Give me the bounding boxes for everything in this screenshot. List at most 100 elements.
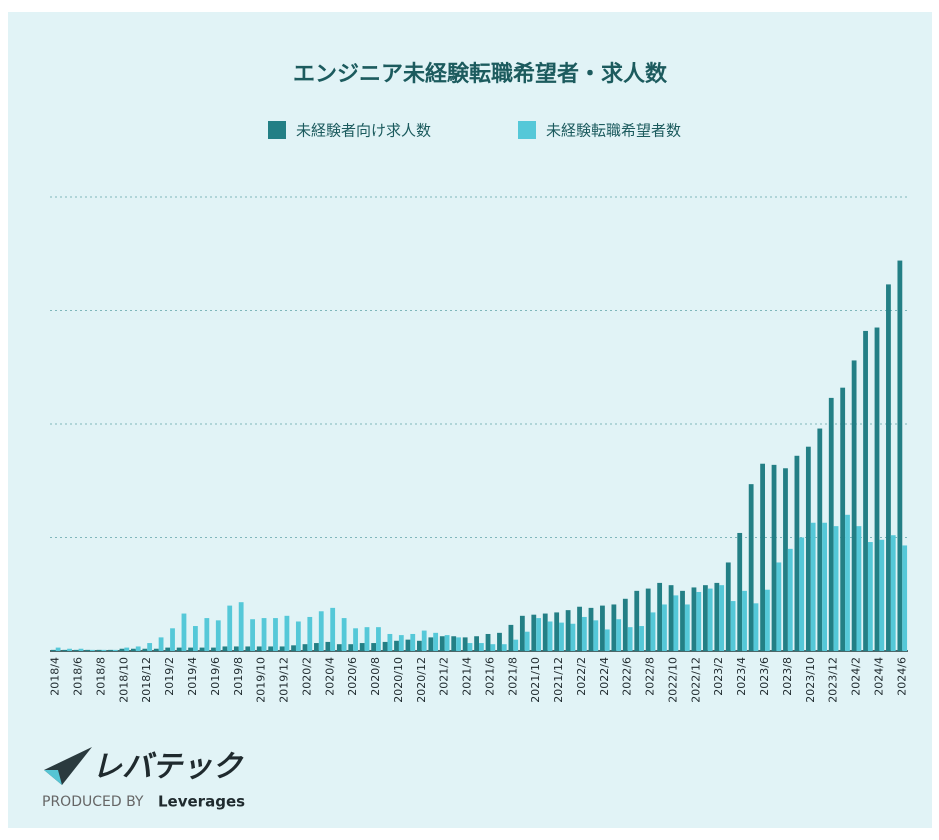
bar — [485, 633, 491, 651]
bar — [462, 637, 468, 651]
bar — [840, 387, 846, 651]
bar — [810, 522, 816, 651]
bar — [577, 606, 582, 651]
bar — [199, 647, 205, 651]
bar — [325, 641, 331, 651]
x-tick-label: 2018/8 — [94, 657, 107, 696]
x-tick-label: 2023/4 — [735, 657, 748, 696]
logo-name: レバテック — [92, 750, 244, 785]
bar — [359, 643, 365, 651]
bar — [108, 649, 113, 651]
x-tick-label: 2021/8 — [506, 657, 519, 696]
x-tick-label: 2019/12 — [278, 657, 291, 703]
bar — [588, 607, 594, 651]
bar — [890, 535, 896, 651]
bar — [341, 618, 347, 651]
bar — [805, 446, 811, 651]
bar — [273, 618, 278, 651]
bar — [245, 646, 251, 651]
chart-title: エンジニア未経験転職希望者・求人数 — [293, 61, 668, 87]
bar — [302, 644, 308, 651]
bar — [353, 628, 358, 651]
bar — [760, 463, 765, 651]
bar — [542, 613, 548, 651]
legend-label: 未経験転職希望者数 — [546, 122, 681, 140]
bar — [508, 624, 514, 651]
bar — [737, 532, 743, 651]
bar — [863, 330, 868, 651]
x-tick-label: 2020/6 — [346, 657, 359, 696]
bar — [547, 621, 553, 651]
bar — [451, 636, 457, 651]
bar — [193, 626, 198, 651]
bar — [376, 627, 381, 651]
bar — [730, 601, 736, 651]
bar — [398, 635, 404, 651]
x-tick-label: 2020/10 — [392, 657, 405, 703]
bar — [387, 633, 393, 651]
bar — [78, 648, 84, 651]
bar — [112, 649, 118, 651]
x-tick-label: 2023/10 — [804, 657, 817, 703]
bar — [318, 611, 324, 651]
bar — [622, 598, 628, 651]
x-tick-label: 2021/10 — [529, 657, 542, 703]
x-tick-label: 2020/12 — [415, 657, 428, 703]
bar — [371, 643, 377, 651]
bar — [604, 629, 610, 651]
bar — [748, 484, 754, 651]
bar — [474, 636, 479, 651]
bar — [307, 616, 313, 651]
legend-swatch — [518, 121, 536, 139]
bar — [725, 562, 731, 651]
bar — [680, 590, 685, 651]
bar — [124, 647, 130, 651]
bar — [55, 647, 61, 651]
bar — [165, 647, 171, 651]
bar — [67, 648, 72, 651]
bar — [776, 562, 782, 651]
bar — [268, 646, 274, 651]
bar — [314, 643, 319, 651]
bar — [611, 604, 617, 651]
bar — [96, 649, 102, 651]
legend-label: 未経験者向け求人数 — [296, 122, 431, 140]
bar — [73, 649, 79, 651]
bar — [119, 648, 125, 651]
bar — [256, 646, 262, 651]
x-tick-label: 2023/2 — [712, 657, 725, 696]
bar — [410, 633, 416, 651]
x-tick-label: 2021/4 — [461, 657, 474, 696]
bar — [657, 582, 663, 651]
bar — [531, 614, 537, 651]
x-tick-label: 2024/6 — [895, 657, 908, 696]
bar — [188, 647, 193, 651]
bar — [261, 618, 267, 651]
bar — [479, 643, 484, 651]
bar — [330, 607, 336, 651]
x-tick-label: 2018/10 — [117, 657, 130, 703]
bar — [856, 526, 862, 651]
bar — [336, 644, 342, 651]
bar — [645, 588, 651, 651]
bar — [444, 635, 450, 651]
bar — [787, 548, 793, 651]
bar — [794, 455, 800, 651]
x-tick-label: 2019/8 — [232, 657, 245, 696]
x-tick-label: 2018/4 — [49, 657, 62, 696]
bar — [421, 630, 427, 651]
bar — [634, 590, 640, 651]
x-tick-label: 2022/2 — [575, 657, 588, 696]
x-tick-label: 2018/12 — [140, 657, 153, 703]
bar — [783, 468, 788, 651]
bar — [867, 542, 873, 651]
bar — [662, 604, 667, 651]
bar — [833, 526, 839, 651]
bar — [696, 591, 702, 651]
x-tick-label: 2022/6 — [621, 657, 634, 696]
bar — [593, 620, 599, 651]
bar — [765, 589, 770, 651]
bar — [742, 590, 747, 651]
bar — [233, 646, 239, 651]
